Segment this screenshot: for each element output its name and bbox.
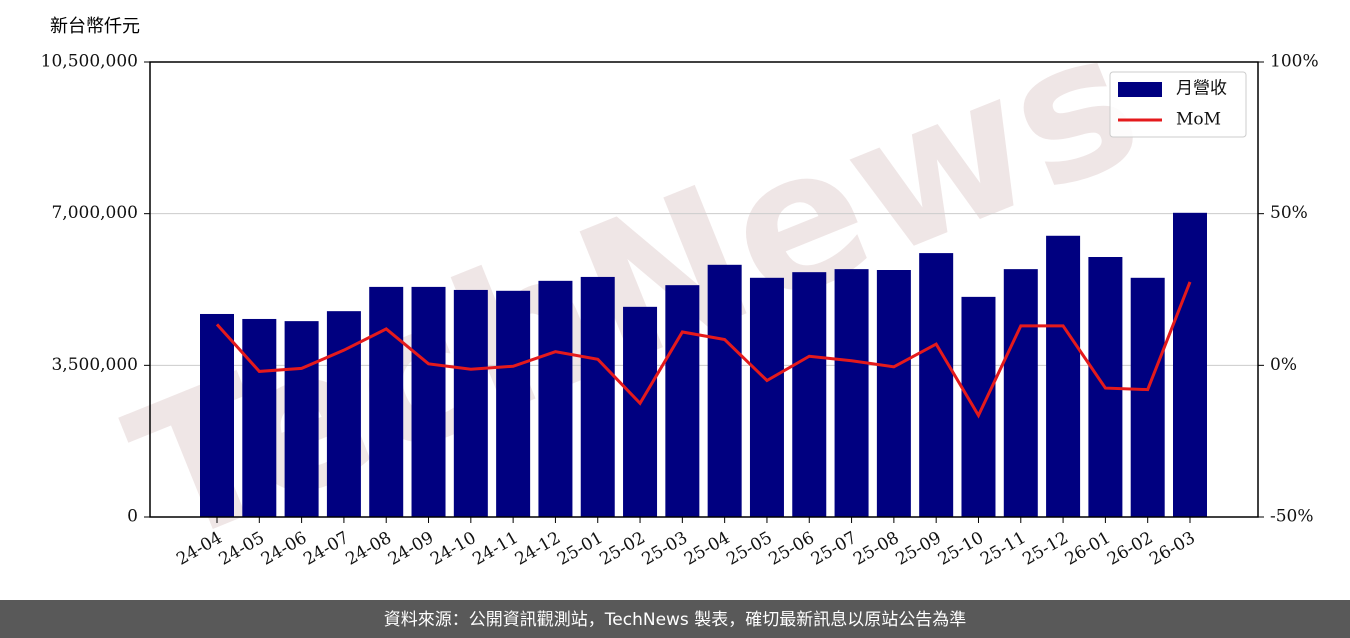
bar <box>580 276 615 517</box>
bar <box>961 296 996 517</box>
bar <box>792 272 827 517</box>
legend-label: 月營收 <box>1176 79 1227 99</box>
bar <box>876 270 911 517</box>
y-tick-label: 0 <box>127 507 138 527</box>
bar <box>749 277 784 517</box>
bar <box>1173 212 1207 518</box>
x-tick-label: 26-01 <box>1062 528 1114 570</box>
bar <box>1130 277 1165 517</box>
y2-tick-label: 0% <box>1270 355 1297 375</box>
bar <box>496 290 531 517</box>
x-tick-label: 24-08 <box>343 528 395 570</box>
x-tick-label: 26-02 <box>1104 528 1156 570</box>
x-tick-label: 25-08 <box>850 528 902 570</box>
bar <box>453 289 488 517</box>
x-tick-label: 25-01 <box>554 528 606 570</box>
bar <box>326 311 361 517</box>
footer: 資料來源：公開資訊觀測站，TechNews 製表，確切最新訊息以原站公告為準 <box>384 610 966 630</box>
bar <box>538 280 573 517</box>
x-tick-label: 26-03 <box>1146 528 1198 570</box>
footer-band <box>0 600 1350 638</box>
legend-label: MoM <box>1176 110 1221 130</box>
x-tick-label: 25-05 <box>723 528 775 570</box>
x-tick-label: 25-10 <box>935 528 987 570</box>
x-tick-label: 25-11 <box>977 528 1029 570</box>
y2-tick-label: 100% <box>1270 52 1319 72</box>
y-tick-label: 7,000,000 <box>51 203 138 223</box>
bar <box>200 313 234 517</box>
bar <box>665 285 700 517</box>
bar <box>919 253 954 517</box>
y2-tick-label: 50% <box>1270 203 1308 223</box>
x-tick-label: 25-02 <box>596 528 648 570</box>
x-tick-label: 25-04 <box>681 528 733 570</box>
y-tick-label: 10,500,000 <box>41 52 138 72</box>
plot-frame <box>149 61 1259 518</box>
x-tick-label: 25-09 <box>892 528 944 570</box>
legend-swatch <box>1118 82 1162 97</box>
bar <box>623 306 658 517</box>
x-tick-label: 25-12 <box>1019 528 1071 570</box>
line <box>215 281 1192 419</box>
x-tick-label: 24-10 <box>427 528 479 570</box>
bar <box>411 286 446 517</box>
y2-tick-label: -50% <box>1270 507 1314 527</box>
bar <box>1003 269 1038 517</box>
x-tick-label: 24-12 <box>512 528 564 570</box>
bar <box>834 269 869 517</box>
bar <box>369 286 404 517</box>
x-tick-label: 25-06 <box>766 528 818 570</box>
x-tick-label: 24-09 <box>385 528 437 570</box>
x-tick-label: 24-11 <box>469 528 521 570</box>
bar <box>242 318 277 517</box>
bar <box>707 264 742 517</box>
x-tick-label: 25-03 <box>639 528 691 570</box>
y-tick-label: 3,500,000 <box>51 355 138 375</box>
bar <box>1046 235 1081 517</box>
y-axis-label: 新台幣仟元 <box>50 16 140 37</box>
x-tick-label: 25-07 <box>808 528 860 570</box>
bar <box>284 321 319 517</box>
